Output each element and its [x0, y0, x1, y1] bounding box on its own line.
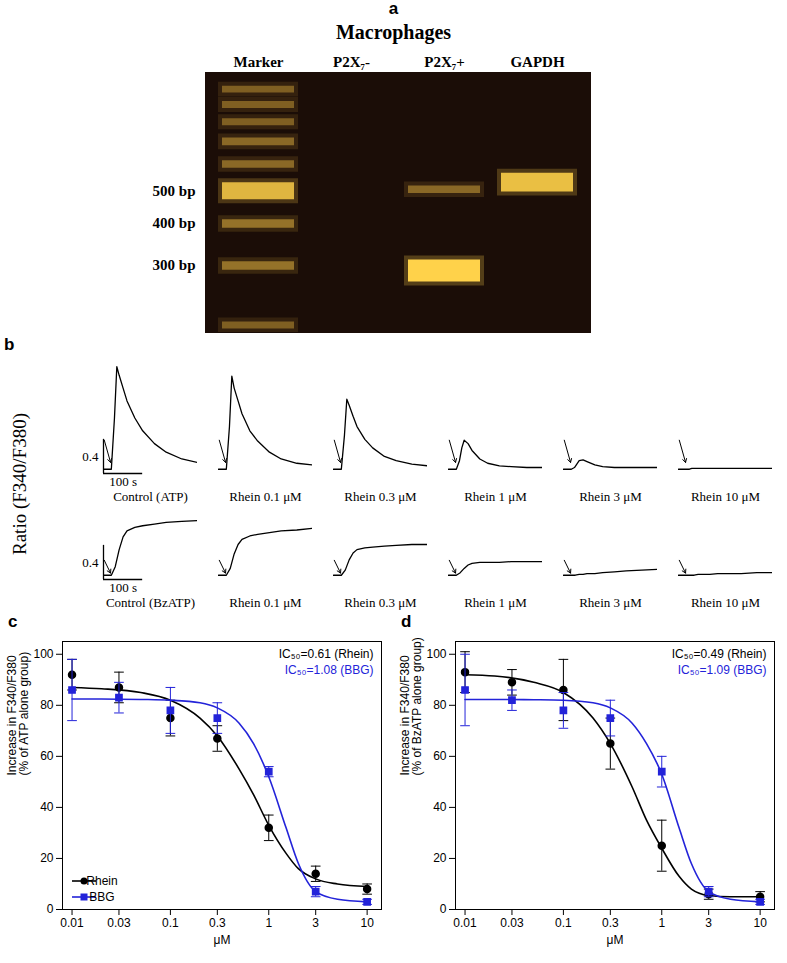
- svg-text:40: 40: [433, 800, 447, 814]
- svg-text:GAPDH: GAPDH: [510, 54, 564, 70]
- html-text:Macrophages: Macrophages: [335, 21, 452, 43]
- svg-text:100 s: 100 s: [109, 580, 137, 595]
- svg-text:IC₅₀=1.09 (BBG): IC₅₀=1.09 (BBG): [678, 663, 767, 677]
- svg-text:IC₅₀=0.49 (Rhein): IC₅₀=0.49 (Rhein): [672, 647, 767, 661]
- svg-text:Increase in F340/F380(% of ATP: Increase in F340/F380(% of ATP alone gro…: [5, 652, 31, 776]
- html-text:c: c: [8, 612, 18, 631]
- svg-text:μM: μM: [214, 933, 231, 947]
- svg-text:Rhein 1 μM: Rhein 1 μM: [464, 595, 527, 610]
- html-text:a: a: [388, 0, 399, 18]
- svg-text:Rhein 10 μM: Rhein 10 μM: [691, 489, 761, 504]
- svg-text:μM: μM: [607, 933, 624, 947]
- svg-text:100: 100: [426, 647, 446, 661]
- svg-text:100 s: 100 s: [109, 474, 137, 489]
- svg-text:P2X₇-: P2X₇-: [333, 54, 370, 70]
- svg-text:0.01: 0.01: [453, 916, 477, 930]
- svg-text:1: 1: [658, 916, 665, 930]
- svg-text:Control (BzATP): Control (BzATP): [106, 595, 195, 610]
- svg-text:Rhein 0.1 μM: Rhein 0.1 μM: [229, 595, 302, 610]
- svg-text:0.1: 0.1: [555, 916, 572, 930]
- svg-text:0.01: 0.01: [60, 916, 84, 930]
- svg-text:BBG: BBG: [89, 890, 114, 904]
- svg-text:300 bp: 300 bp: [153, 257, 196, 273]
- svg-text:Increase in F340/F380(% of BzA: Increase in F340/F380(% of BzATP alone g…: [398, 637, 424, 775]
- svg-text:80: 80: [40, 698, 54, 712]
- svg-text:0.4: 0.4: [82, 555, 99, 570]
- svg-text:Control (ATP): Control (ATP): [113, 489, 188, 504]
- svg-text:IC₅₀=1.08 (BBG): IC₅₀=1.08 (BBG): [285, 663, 374, 677]
- svg-text:20: 20: [40, 851, 54, 865]
- svg-text:20: 20: [433, 851, 447, 865]
- svg-text:3: 3: [705, 916, 712, 930]
- svg-text:P2X₇+: P2X₇+: [424, 54, 465, 70]
- svg-text:0.1: 0.1: [162, 916, 179, 930]
- svg-text:3: 3: [312, 916, 319, 930]
- svg-text:60: 60: [40, 749, 54, 763]
- svg-text:500 bp: 500 bp: [153, 182, 196, 198]
- svg-text:Rhein 0.3 μM: Rhein 0.3 μM: [344, 595, 417, 610]
- svg-text:100: 100: [33, 647, 53, 661]
- svg-text:0.03: 0.03: [500, 916, 524, 930]
- svg-text:Rhein 0.3 μM: Rhein 0.3 μM: [344, 489, 417, 504]
- svg-text:0: 0: [440, 902, 447, 916]
- svg-text:Rhein: Rhein: [86, 874, 117, 888]
- svg-text:10: 10: [753, 916, 767, 930]
- svg-text:IC₅₀=0.61 (Rhein): IC₅₀=0.61 (Rhein): [279, 647, 374, 661]
- svg-text:0.03: 0.03: [107, 916, 131, 930]
- html-text:b: b: [4, 335, 15, 354]
- svg-text:40: 40: [40, 800, 54, 814]
- svg-text:Rhein 3 μM: Rhein 3 μM: [579, 595, 642, 610]
- svg-text:1: 1: [265, 916, 272, 930]
- html-text:d: d: [401, 612, 412, 631]
- svg-text:80: 80: [433, 698, 447, 712]
- svg-text:0.4: 0.4: [82, 449, 99, 464]
- svg-text:Marker: Marker: [234, 54, 284, 70]
- html-text:Ratio (F340/F380): Ratio (F340/F380): [9, 412, 30, 555]
- svg-text:Rhein 1 μM: Rhein 1 μM: [464, 489, 527, 504]
- svg-text:0: 0: [47, 902, 54, 916]
- svg-text:Rhein 10 μM: Rhein 10 μM: [691, 595, 761, 610]
- svg-text:Rhein 0.1 μM: Rhein 0.1 μM: [229, 489, 302, 504]
- svg-text:0.3: 0.3: [209, 916, 226, 930]
- svg-text:400 bp: 400 bp: [153, 215, 196, 231]
- svg-text:Rhein 3 μM: Rhein 3 μM: [579, 489, 642, 504]
- svg-text:0.3: 0.3: [602, 916, 619, 930]
- svg-text:10: 10: [360, 916, 374, 930]
- svg-text:60: 60: [433, 749, 447, 763]
